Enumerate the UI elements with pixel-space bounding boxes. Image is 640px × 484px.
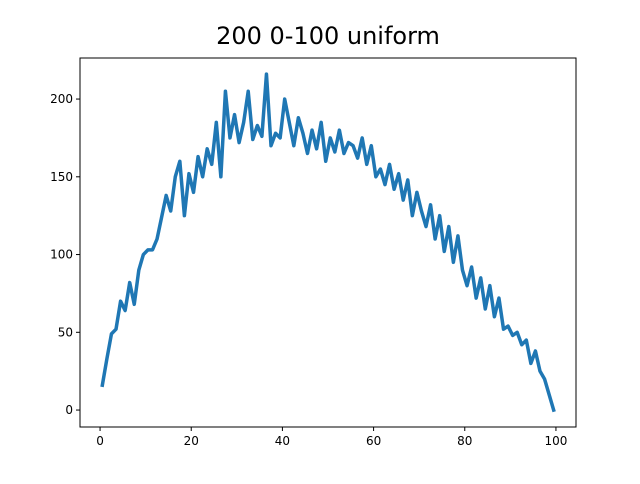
y-tick-label: 100 [50, 248, 73, 262]
x-tick-label: 100 [544, 434, 567, 448]
y-tick-label: 200 [50, 92, 73, 106]
x-tick-label: 40 [275, 434, 290, 448]
y-tick-label: 50 [58, 325, 73, 339]
chart-title: 200 0-100 uniform [216, 22, 440, 50]
data-line [100, 72, 556, 413]
axes-frame [79, 57, 577, 428]
x-tick-label: 60 [366, 434, 381, 448]
x-tick-label: 20 [184, 434, 199, 448]
y-tick-label: 150 [50, 170, 73, 184]
x-tick-label: 0 [96, 434, 104, 448]
x-tick-label: 80 [457, 434, 472, 448]
y-tick-label: 0 [65, 403, 73, 417]
